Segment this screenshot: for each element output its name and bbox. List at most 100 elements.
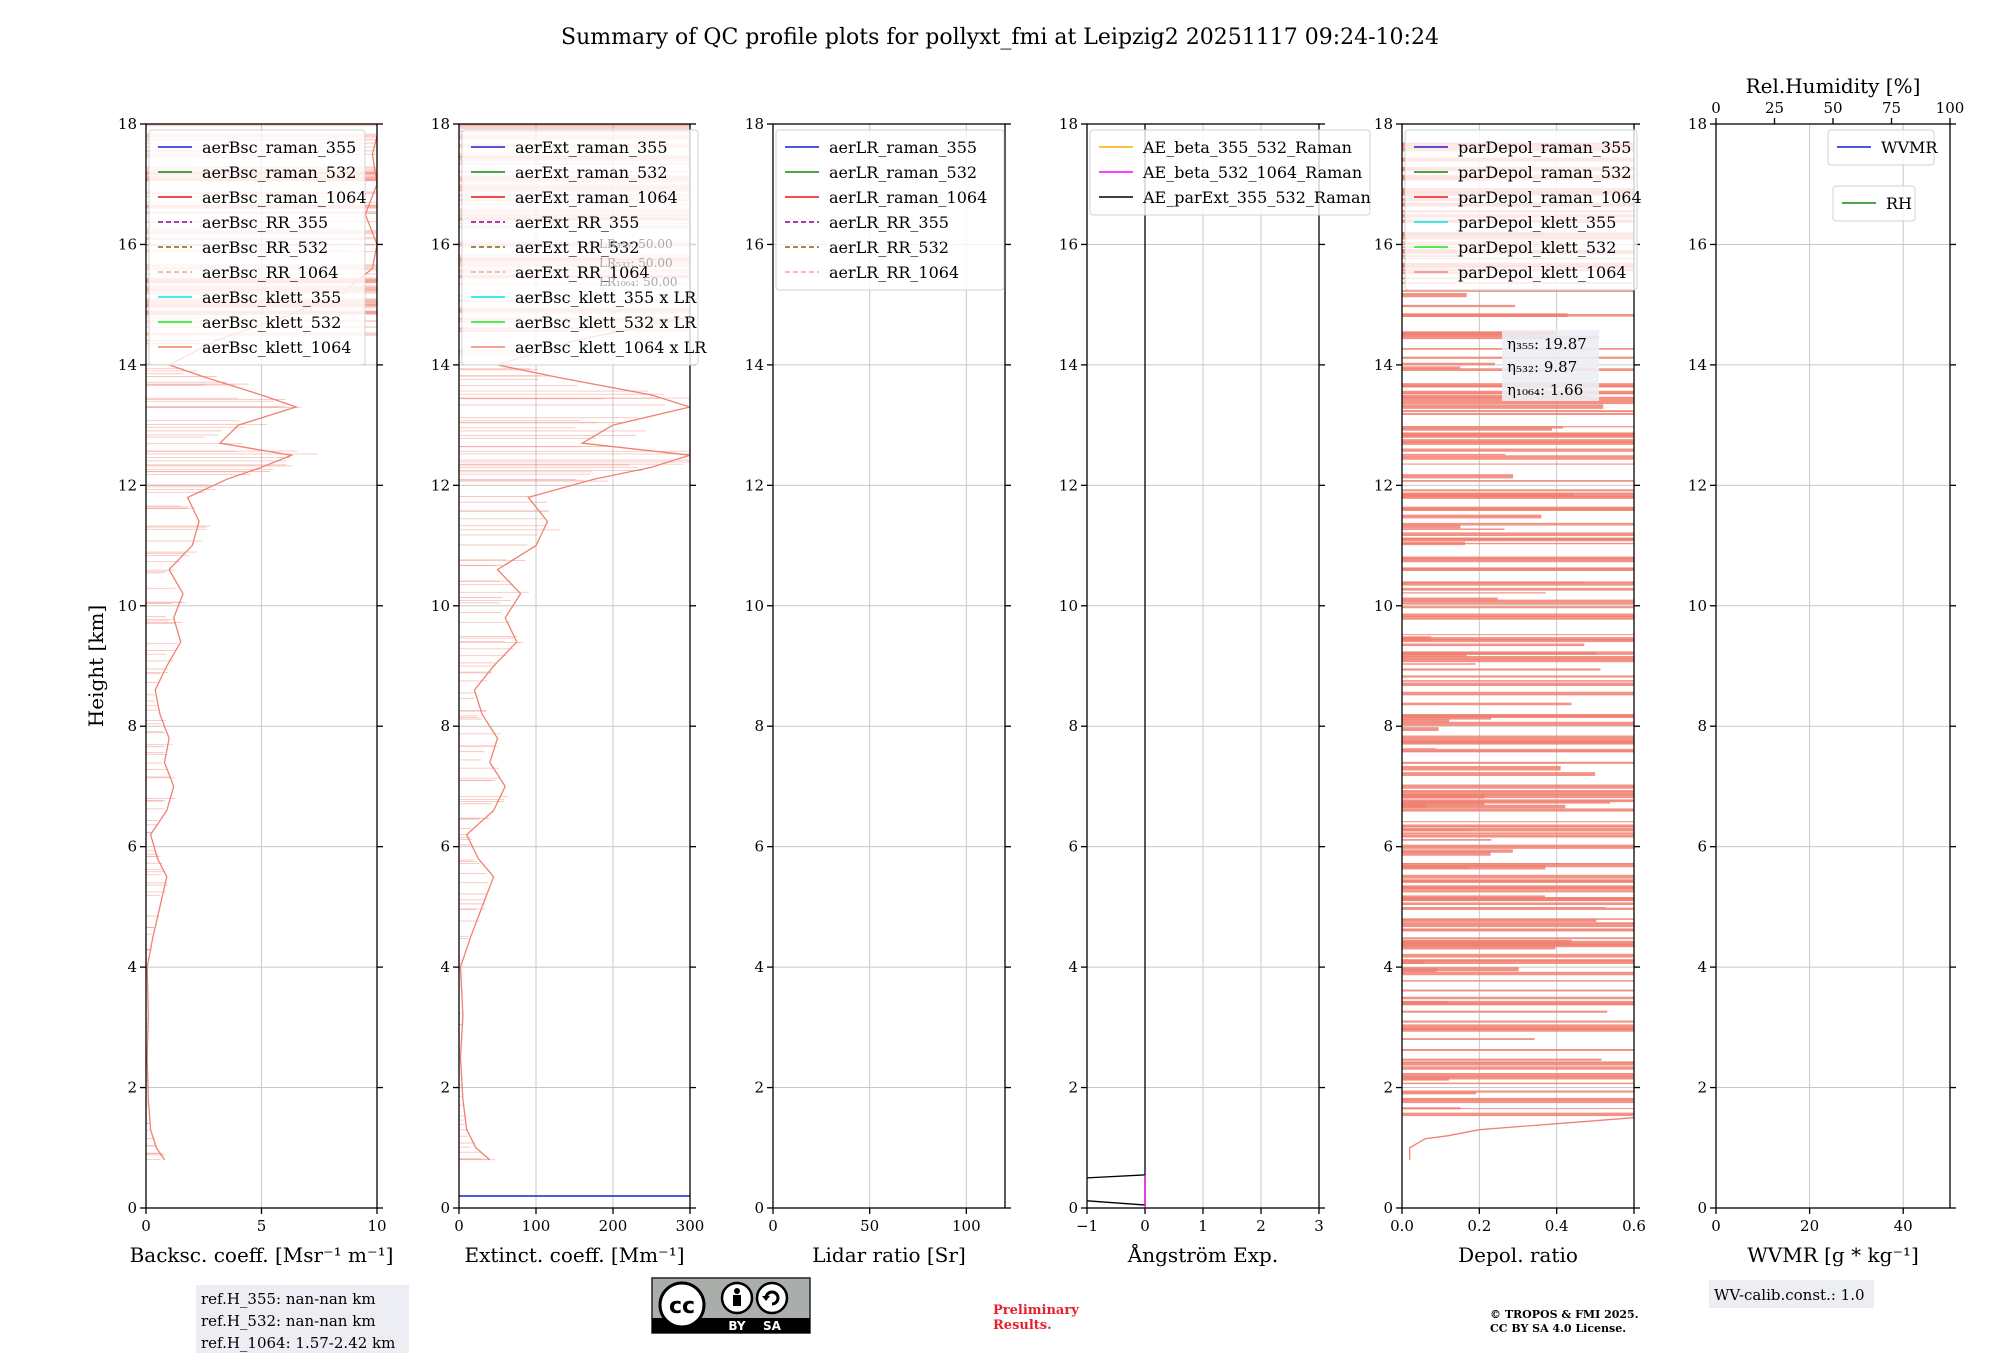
x-axis-label: Depol. ratio [1458, 1243, 1578, 1267]
eta-label: η₁₀₆₄: 1.66 [1507, 381, 1583, 399]
x-tick-label: 100 [522, 1217, 551, 1235]
top-x-tick-label: 50 [1823, 99, 1842, 117]
legend-entry: aerLR_RR_532 [829, 238, 949, 257]
ref-height-label: ref.H_532: nan-nan km [201, 1312, 376, 1330]
ref-height-label: ref.H_1064: 1.57-2.42 km [201, 1334, 395, 1352]
copyright-line-2: CC BY SA 4.0 License. [1490, 1322, 1626, 1335]
y-tick-label: 4 [1068, 958, 1078, 976]
axes-frame [1715, 123, 1951, 1209]
legend-entry: aerExt_RR_1064 [515, 263, 650, 282]
x-tick-label: −1 [1076, 1217, 1098, 1235]
y-tick-label: 12 [118, 476, 137, 494]
x-tick-label: 0 [1711, 1217, 1721, 1235]
y-tick-label: 12 [1688, 476, 1707, 494]
series-parDepol_klett_1064 [1409, 1117, 1634, 1160]
grid [1086, 123, 1320, 1209]
copyright-line-1: © TROPOS & FMI 2025. [1490, 1308, 1639, 1321]
top-x-tick-label: 0 [1711, 99, 1721, 117]
legend-entry: aerBsc_klett_532 x LR [515, 313, 697, 332]
data [1087, 124, 1146, 1208]
y-tick-label: 14 [431, 356, 450, 374]
legend-entry: aerBsc_klett_532 [202, 313, 341, 332]
y-tick-label: 18 [118, 115, 137, 133]
y-tick-label: 16 [118, 235, 137, 253]
y-tick-label: 6 [754, 838, 764, 856]
x-tick-label: 0 [141, 1217, 151, 1235]
legend-frame [461, 129, 699, 366]
legend-frame [148, 129, 366, 366]
y-tick-label: 14 [1374, 356, 1393, 374]
top-x-tick-label: 25 [1765, 99, 1784, 117]
y-tick-label: 10 [118, 597, 137, 615]
lr-label: LR₅₃₂: 50.00 [599, 256, 673, 270]
x-axis-label: Extinct. coeff. [Mm⁻¹] [464, 1243, 684, 1267]
y-tick-label: 8 [1068, 717, 1078, 735]
x-tick-label: 0 [768, 1217, 778, 1235]
eta-label: η₅₃₂: 9.87 [1507, 358, 1577, 376]
ref-height-box: ref.H_355: nan-nan km ref.H_532: nan-nan … [196, 1285, 409, 1353]
legend-entry: AE_beta_355_532_Raman [1142, 138, 1352, 157]
axes-frame [1401, 123, 1635, 1209]
panel-backscatter: 0 5 10 0 2 4 6 8 10 12 14 16 18 Backsc. coeff. [Msr⁻¹… [84, 115, 409, 1353]
y-tick-label: 14 [1059, 356, 1078, 374]
cc-icon [658, 1281, 706, 1329]
ticks: 0 50 100 0 2 4 6 8 10 12 14 16 18 [745, 115, 1011, 1235]
x-tick-label: 1 [1198, 1217, 1208, 1235]
y-tick-label: 12 [1374, 476, 1393, 494]
overlays: cc BY SA Preliminary Results. © TROPOS &… [651, 1277, 1639, 1335]
wv-calib-label: WV-calib.const.: 1.0 [1714, 1286, 1865, 1304]
legend: aerLR_raman_355 aerLR_raman_532 aerLR_rama… [775, 129, 1005, 291]
y-tick-label: 12 [1059, 476, 1078, 494]
legend-frame [1404, 129, 1638, 291]
y-tick-label: 18 [1059, 115, 1078, 133]
y-tick-label: 16 [745, 235, 764, 253]
sa-icon [755, 1281, 789, 1315]
x-tick-label: 200 [599, 1217, 628, 1235]
y-tick-label: 8 [440, 717, 450, 735]
panel-lidar_ratio: 0 50 100 0 2 4 6 8 10 12 14 16 18 Lidar ratio [Sr] aer… [745, 115, 1011, 1267]
y-tick-label: 0 [440, 1199, 450, 1217]
x-tick-label: 40 [1894, 1217, 1913, 1235]
legend: aerBsc_raman_355 aerBsc_raman_532 aerBsc_r… [148, 129, 367, 366]
legend-entry: parDepol_raman_355 [1458, 138, 1631, 157]
x-tick-label: 50 [860, 1217, 879, 1235]
y-tick-label: 6 [1383, 838, 1393, 856]
y-tick-label: 16 [431, 235, 450, 253]
y-tick-label: 10 [745, 597, 764, 615]
x-axis-label: Lidar ratio [Sr] [812, 1243, 966, 1267]
y-tick-label: 16 [1688, 235, 1707, 253]
lr-label: LR₁₀₆₄: 50.00 [599, 275, 677, 289]
y-tick-label: 6 [127, 838, 137, 856]
legend-entry: aerBsc_RR_1064 [202, 263, 338, 282]
legend-entry: aerLR_raman_355 [829, 138, 977, 157]
y-tick-label: 6 [440, 838, 450, 856]
y-tick-label: 14 [118, 356, 137, 374]
legend-entry: AE_parExt_355_532_Raman [1142, 188, 1371, 207]
x-tick-label: 0.2 [1467, 1217, 1491, 1235]
grid [1715, 123, 1950, 1209]
series-aerBsc_klett_1064 x LR [459, 136, 690, 1161]
y-tick-label: 16 [1059, 235, 1078, 253]
y-tick-label: 2 [1383, 1079, 1393, 1097]
legend-wvmr: WVMR [1827, 129, 1938, 166]
ticks: 0 100 200 300 0 2 4 6 8 10 12 14 16 18 [431, 115, 704, 1235]
y-tick-label: 10 [1688, 597, 1707, 615]
legend-frame [1089, 129, 1371, 216]
x-tick-label: 300 [676, 1217, 705, 1235]
y-tick-label: 18 [1688, 115, 1707, 133]
legend-rh: RH [1832, 185, 1916, 222]
x-tick-label: 0.4 [1545, 1217, 1569, 1235]
y-tick-label: 14 [1688, 356, 1707, 374]
y-tick-label: 10 [431, 597, 450, 615]
ref-height-label: ref.H_355: nan-nan km [201, 1290, 376, 1308]
y-tick-label: 2 [1697, 1079, 1707, 1097]
legend-entry: parDepol_klett_1064 [1458, 263, 1627, 282]
legend-entry: aerExt_raman_1064 [515, 188, 678, 207]
y-tick-label: 6 [1068, 838, 1078, 856]
